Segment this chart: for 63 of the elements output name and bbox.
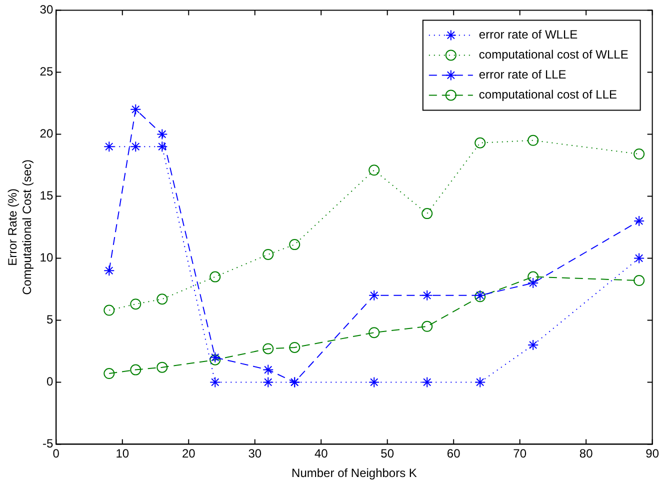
point <box>422 208 433 220</box>
point <box>289 239 300 250</box>
legend-label: computational cost of WLLE <box>478 48 628 62</box>
legend-label: error rate of LLE <box>478 68 566 82</box>
point <box>262 364 274 376</box>
x-tick-label: 50 <box>380 446 394 461</box>
point <box>210 352 221 363</box>
y-tick-label: 20 <box>40 126 54 141</box>
point <box>156 362 168 373</box>
y-tick-label: 30 <box>40 2 54 17</box>
y-tick-label: 5 <box>46 312 54 327</box>
y-tick-label: 25 <box>40 64 54 79</box>
y-tick-label: 15 <box>40 188 54 203</box>
point <box>156 141 168 152</box>
point <box>130 141 142 152</box>
point <box>130 104 142 115</box>
x-axis-title: Number of Neighbors K <box>292 466 417 480</box>
point <box>634 275 645 286</box>
y-tick-label: 0 <box>46 374 54 389</box>
x-tick-label: 20 <box>182 446 196 461</box>
point <box>528 271 539 282</box>
x-tick-label: 10 <box>116 446 130 461</box>
point <box>289 342 300 353</box>
point <box>368 376 380 388</box>
x-tick-label: 70 <box>513 446 527 461</box>
point <box>210 354 221 366</box>
point <box>528 134 539 146</box>
point <box>262 376 274 388</box>
point <box>210 376 221 388</box>
y-tick-label: 10 <box>40 250 54 265</box>
point <box>422 320 433 332</box>
point <box>104 265 115 276</box>
point <box>368 290 380 301</box>
point <box>262 343 274 354</box>
x-tick-label: 60 <box>446 446 461 461</box>
point <box>130 364 142 376</box>
point <box>528 278 539 288</box>
legend-label: error rate of WLLE <box>478 28 578 42</box>
point <box>634 252 645 264</box>
point <box>210 271 221 282</box>
point <box>104 141 115 152</box>
point <box>422 290 433 301</box>
point <box>368 327 380 338</box>
y-tick-label: -5 <box>42 436 54 451</box>
point <box>104 304 115 316</box>
point <box>156 294 168 305</box>
point <box>130 298 142 310</box>
point <box>474 137 486 148</box>
point <box>156 128 168 140</box>
point <box>634 216 645 226</box>
x-tick-label: 30 <box>248 446 262 461</box>
point <box>528 340 539 350</box>
point <box>104 368 115 380</box>
x-tick-label: 80 <box>579 446 594 461</box>
x-tick-label: 90 <box>646 446 660 461</box>
x-tick-label: 40 <box>314 446 328 461</box>
point <box>422 376 433 388</box>
y-axis-title: Error Rate (%) Computational Cost (sec) <box>6 160 34 295</box>
point <box>634 148 645 160</box>
point <box>474 376 486 388</box>
point <box>368 164 380 176</box>
legend-label: computational cost of LLE <box>478 88 618 102</box>
point <box>262 248 274 260</box>
